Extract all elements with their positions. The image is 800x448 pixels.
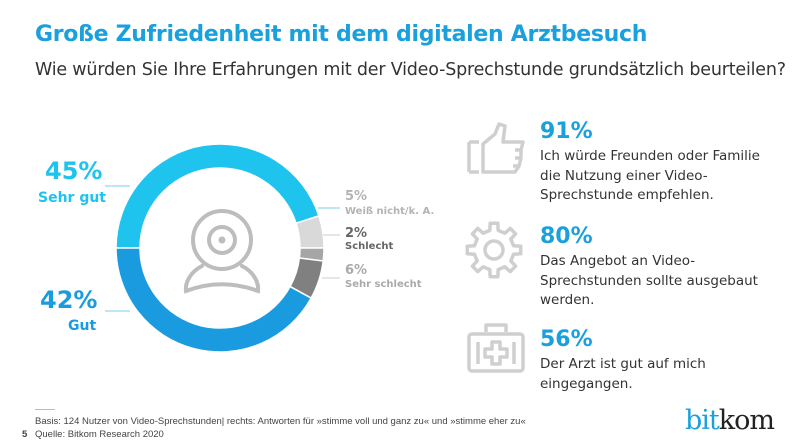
footer-divider xyxy=(35,409,55,410)
bitkom-logo: bitkom xyxy=(685,405,775,436)
stat-expand xyxy=(464,220,524,284)
stat-expand-value: 80% xyxy=(540,224,593,249)
label-sehr-schlecht-value: 6% xyxy=(345,263,368,278)
stat-recommend-value: 91% xyxy=(540,119,593,144)
footer-source: Quelle: Bitkom Research 2020 xyxy=(35,429,164,440)
page-subtitle: Wie würden Sie Ihre Erfahrungen mit der … xyxy=(35,60,786,80)
stat-doctor-value: 56% xyxy=(540,327,593,352)
donut-slice-gut xyxy=(115,247,313,353)
page-number: 5 xyxy=(22,429,28,440)
logo-part-bit: bit xyxy=(685,405,720,436)
footer-basis: Basis: 124 Nutzer von Video-Sprechstunde… xyxy=(35,416,526,427)
stat-recommend xyxy=(465,120,527,180)
logo-part-kom: kom xyxy=(718,405,775,436)
thumbs-up-icon xyxy=(467,122,525,174)
stat-doctor xyxy=(466,322,526,378)
label-weiss-nicht-value: 5% xyxy=(345,189,368,204)
label-schlecht: Schlecht xyxy=(345,241,394,252)
label-gut: Gut xyxy=(68,318,97,334)
label-gut-value: 42% xyxy=(40,286,98,314)
stat-recommend-text: Ich würde Freunden oder Familie die Nutz… xyxy=(540,148,760,203)
stat-doctor-text: Der Arzt ist gut auf mich eingegangen. xyxy=(540,356,706,392)
label-sehr-gut-value: 45% xyxy=(45,157,103,185)
stat-expand-text: Das Angebot an Video-Sprechstunden sollt… xyxy=(540,253,758,308)
first-aid-kit-icon xyxy=(467,323,525,373)
webcam-icon xyxy=(183,209,261,294)
label-weiss-nicht: Weiß nicht/k. A. xyxy=(345,206,435,217)
label-schlecht-value: 2% xyxy=(345,226,368,241)
label-sehr-gut: Sehr gut xyxy=(38,190,107,206)
label-sehr-schlecht: Sehr schlecht xyxy=(345,279,422,290)
page-title: Große Zufriedenheit mit dem digitalen Ar… xyxy=(35,22,648,47)
donut-slice-sehr-gut xyxy=(115,143,320,249)
gear-icon xyxy=(465,221,523,279)
